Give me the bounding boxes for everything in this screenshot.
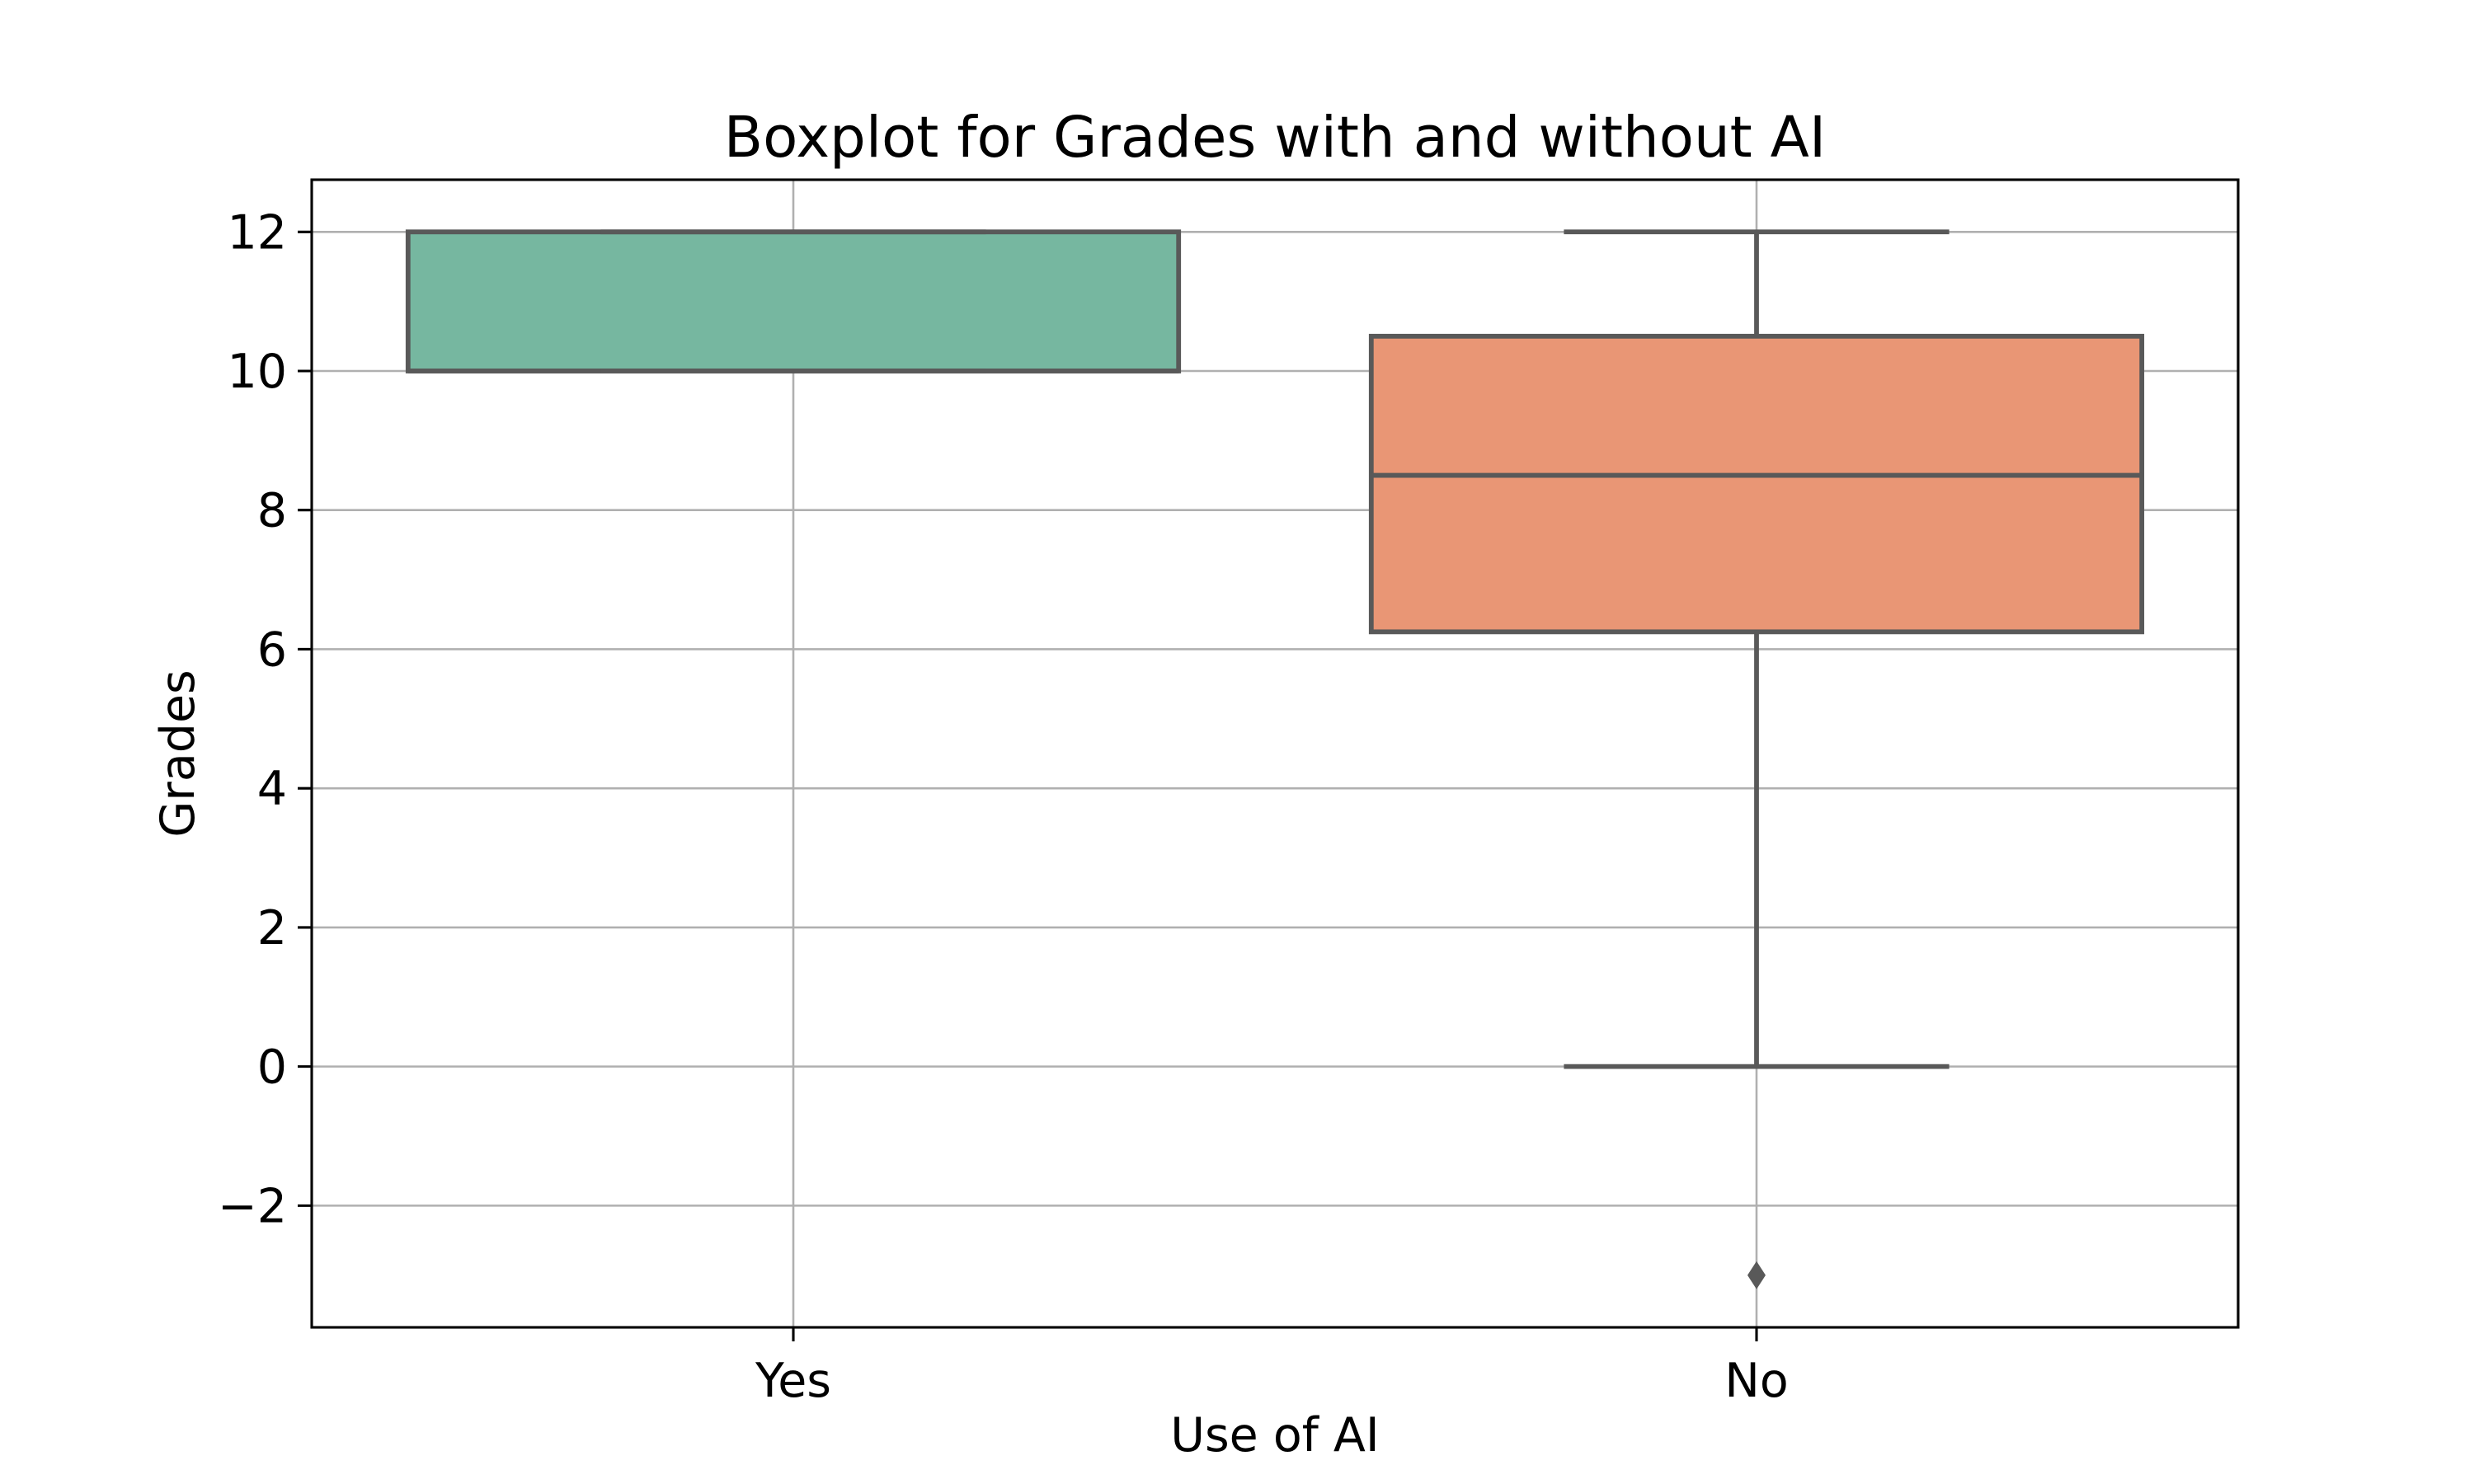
outlier-point [1747,1261,1766,1289]
y-axis-label: Grades [151,669,205,837]
y-tick-label: −2 [218,1179,287,1233]
y-tick-label: 6 [257,622,287,677]
chart-title: Boxplot for Grades with and without AI [724,105,1826,171]
y-tick-label: 12 [227,205,287,260]
y-tick-label: 10 [227,345,287,399]
x-tick-label: No [1724,1354,1789,1408]
y-tick-label: 4 [257,762,287,816]
box-layer [405,229,2145,1289]
tick-layer: −2 0 2 4 6 8 10 12 Yes No [218,205,1789,1408]
x-tick-label: Yes [755,1354,831,1408]
y-tick-label: 0 [257,1040,287,1095]
box-no [1368,229,2145,1289]
y-tick-label: 2 [257,901,287,956]
box-yes [405,229,1182,373]
iqr-box [1368,333,2145,635]
plot-frame [310,178,2240,1329]
iqr-box [405,229,1182,373]
x-axis-label: Use of AI [1170,1408,1379,1463]
y-tick-label: 8 [257,484,287,538]
